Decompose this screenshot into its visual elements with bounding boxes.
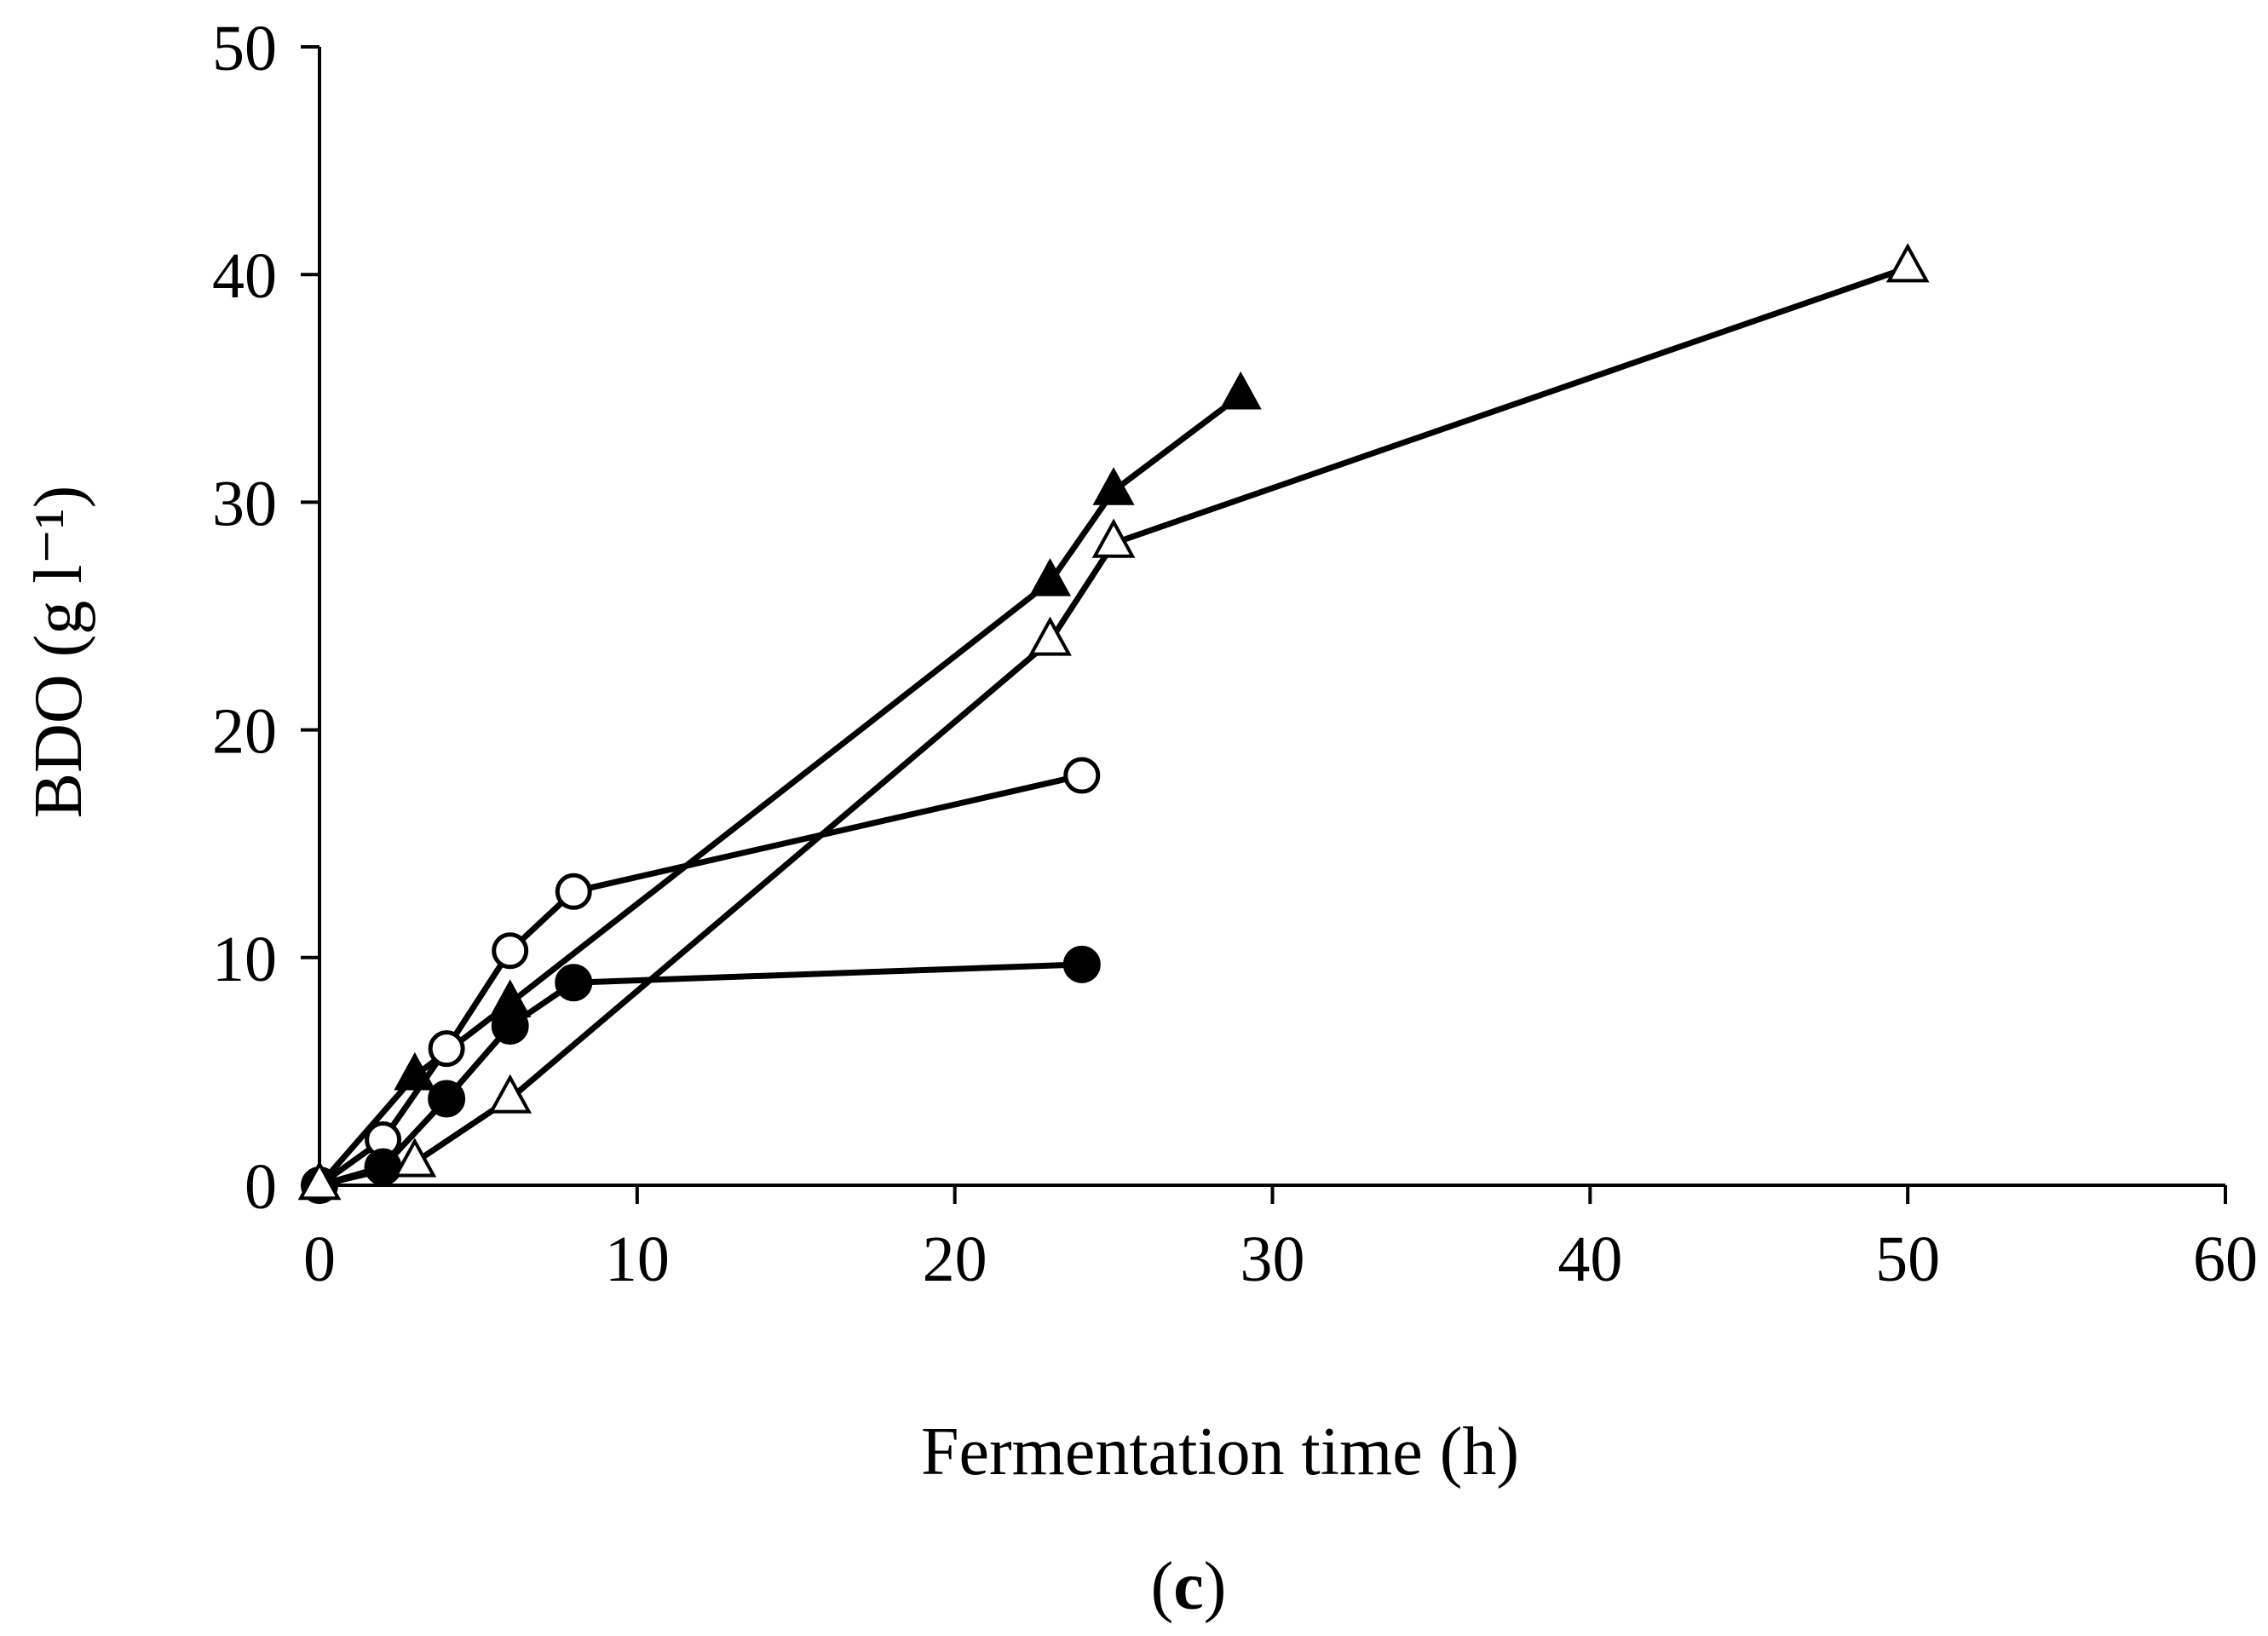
- data-point-open-circle: [1063, 757, 1101, 794]
- data-point-open-triangle: [488, 1074, 532, 1114]
- y-ticks: 0 10 20 30 40 50: [212, 13, 319, 1223]
- data-point-filled-circle: [555, 964, 593, 1002]
- data-point-filled-triangle: [1092, 467, 1135, 505]
- x-tick-label: 20: [923, 1224, 987, 1295]
- y-tick-label: 30: [212, 468, 277, 539]
- y-tick-label: 20: [212, 696, 277, 768]
- data-point-open-triangle: [297, 1161, 342, 1201]
- data-point-open-circle: [492, 932, 529, 970]
- data-point-filled-circle: [428, 1080, 466, 1118]
- panel-label-close: ): [1204, 1549, 1227, 1624]
- y-axis-title: BDO (g l⁻¹): [21, 486, 96, 819]
- data-point-filled-triangle: [394, 1051, 436, 1091]
- data-point-filled-circle: [1062, 945, 1101, 983]
- series-lines: [317, 264, 1909, 1189]
- data-point-filled-triangle: [1219, 371, 1262, 410]
- y-tick-label: 0: [245, 1151, 277, 1223]
- x-tick-label: 60: [2193, 1224, 2258, 1295]
- data-point-filled-triangle: [1028, 558, 1072, 596]
- x-tick-label: 40: [1557, 1224, 1622, 1295]
- data-point-filled-circle: [364, 1148, 402, 1186]
- panel-label-letter: c: [1173, 1549, 1204, 1624]
- series-line: [317, 393, 1243, 1188]
- y-tick-label: 10: [212, 924, 277, 995]
- data-point-filled-triangle: [489, 979, 532, 1017]
- panel-label: (c): [1151, 1549, 1227, 1624]
- data-point-open-triangle: [1885, 243, 1930, 283]
- data-point-open-circle: [428, 1030, 465, 1068]
- data-point-open-triangle: [1028, 616, 1072, 656]
- x-tick-label: 10: [605, 1224, 670, 1295]
- x-tick-label: 0: [303, 1224, 336, 1295]
- panel-label-open: (: [1151, 1549, 1174, 1624]
- series-line: [319, 264, 1909, 1189]
- y-tick-label: 40: [212, 240, 277, 312]
- series-markers: [297, 243, 1930, 1204]
- data-point-open-circle: [555, 873, 592, 910]
- data-point-open-triangle: [1091, 518, 1136, 558]
- y-tick-label: 50: [212, 13, 277, 84]
- x-axis-title: Fermentation time (h): [921, 1414, 1519, 1489]
- x-ticks: 0 10 20 30 40 50 60: [303, 1185, 2258, 1295]
- x-tick-label: 50: [1875, 1224, 1940, 1295]
- x-tick-label: 30: [1240, 1224, 1305, 1295]
- data-point-open-triangle: [393, 1138, 437, 1178]
